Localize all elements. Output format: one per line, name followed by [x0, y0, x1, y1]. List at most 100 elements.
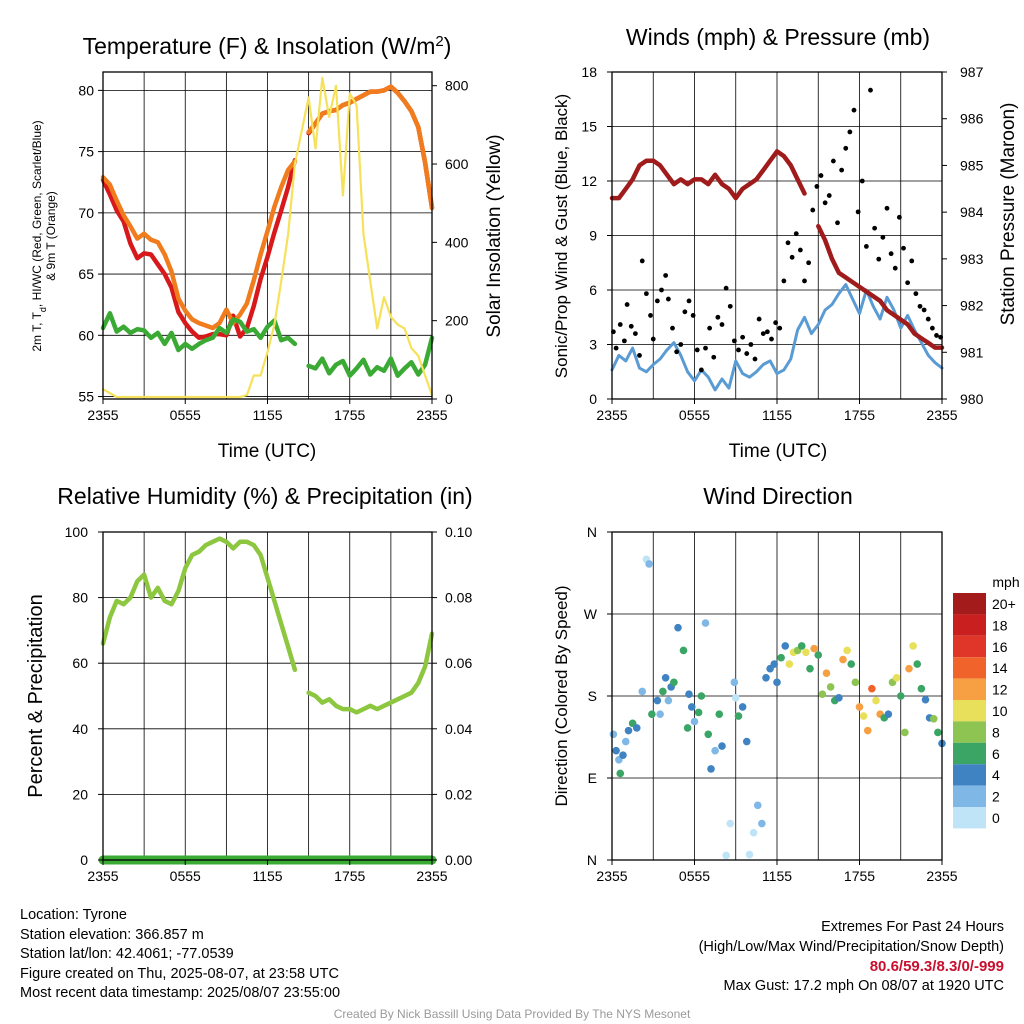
- x-tick-label: 1155: [252, 407, 282, 423]
- gust-point: [613, 345, 619, 351]
- chart-title: Wind Direction: [703, 483, 853, 509]
- y-tick-label-right: 0: [445, 391, 453, 407]
- colorbar-label: 6: [992, 746, 1000, 762]
- gust-point: [830, 158, 836, 164]
- gust-point: [752, 356, 758, 362]
- y-tick-label-left: 100: [65, 524, 89, 540]
- gust-point: [659, 287, 664, 293]
- gust-point: [740, 334, 746, 340]
- colorbar-label: 8: [992, 724, 1000, 740]
- gust-point: [905, 280, 911, 286]
- direction-point: [679, 646, 688, 655]
- gust-point: [781, 278, 787, 284]
- gust-point: [921, 307, 927, 313]
- y-tick-label-left: 55: [78, 389, 94, 405]
- gust-point: [909, 258, 915, 264]
- gust-point: [678, 342, 684, 347]
- temp-series-line: [306, 335, 435, 378]
- y-tick-label-left: 6: [589, 282, 597, 298]
- gust-point: [934, 333, 939, 338]
- extremes-subtitle: (High/Low/Max Wind/Precipitation/Snow De…: [698, 938, 1004, 955]
- gust-point: [888, 251, 894, 257]
- direction-point: [653, 696, 662, 705]
- created-text: Figure created on Thu, 2025-08-07, at 23…: [20, 965, 339, 982]
- gust-point: [810, 207, 816, 213]
- y-tick-label-right: 800: [445, 78, 469, 94]
- y-tick-label-left: 80: [72, 590, 88, 606]
- direction-point: [632, 724, 641, 732]
- gust-point: [617, 322, 623, 327]
- gust-point: [648, 313, 653, 318]
- colorbar-label: 16: [992, 639, 1008, 655]
- rh-series-line: [306, 631, 435, 715]
- gust-point: [711, 354, 717, 360]
- gust-point: [777, 325, 783, 331]
- direction-point: [656, 710, 664, 719]
- wind-series-line: [610, 283, 944, 392]
- gust-point: [670, 325, 675, 331]
- gust-point: [929, 325, 935, 331]
- gust-point: [650, 336, 656, 342]
- direction-point: [913, 660, 922, 668]
- gust-point: [654, 298, 660, 304]
- gust-point: [917, 303, 923, 309]
- title-suffix: ): [444, 33, 452, 59]
- x-tick-label: 2355: [926, 407, 957, 423]
- y-tick-label-right: 600: [445, 156, 469, 172]
- y-axis-label-rest: , HI/WC (Red, Green, Scarlet/Blue): [30, 120, 44, 307]
- y-tick-label-right: 985: [960, 157, 984, 173]
- rh-series-line: [100, 536, 298, 673]
- x-axis-label: Time (UTC): [729, 441, 828, 462]
- recent-data-text: Most recent data timestamp: 2025/08/07 2…: [20, 985, 341, 1001]
- direction-point: [868, 684, 876, 693]
- gust-point: [785, 240, 791, 246]
- gust-point: [744, 351, 750, 356]
- y-tick-label-left: 60: [78, 327, 94, 343]
- y-tick-label-left: 9: [589, 228, 597, 244]
- x-tick-label: 2355: [596, 868, 627, 884]
- direction-point: [734, 712, 743, 720]
- extremes-title: Extremes For Past 24 Hours: [821, 919, 1004, 935]
- y-tick-label-left: 70: [78, 205, 94, 221]
- direction-point: [806, 664, 814, 673]
- y-axis-label-subscript: d: [38, 307, 48, 312]
- gust-point: [690, 313, 696, 318]
- direction-point: [638, 687, 647, 696]
- x-tick-label: 1755: [334, 407, 365, 423]
- x-tick-label: 2355: [596, 407, 627, 423]
- direction-point: [694, 708, 703, 717]
- direction-point: [863, 726, 872, 735]
- direction-point: [731, 694, 740, 702]
- y-tick-label-left: 60: [72, 655, 88, 671]
- direction-point: [884, 710, 893, 719]
- y-tick-label-right: 200: [445, 313, 469, 329]
- direction-point: [648, 710, 656, 719]
- y-tick-label-left: S: [588, 688, 597, 704]
- colorbar-swatch: [953, 764, 986, 786]
- gust-point: [621, 338, 627, 344]
- gust-point: [839, 167, 845, 173]
- gust-point: [814, 184, 820, 189]
- gust-point: [793, 231, 799, 237]
- direction-point: [843, 646, 851, 655]
- gust-point: [806, 260, 812, 266]
- gust-point: [727, 303, 733, 309]
- direction-point: [851, 678, 860, 687]
- x-tick-label: 1155: [762, 407, 792, 423]
- direction-point: [901, 728, 909, 737]
- extremes-panel: Extremes For Past 24 Hours (High/Low/Max…: [699, 918, 1004, 996]
- gust-point: [855, 209, 861, 215]
- direction-point: [701, 619, 710, 627]
- y-tick-label-right: 0.06: [445, 655, 472, 671]
- gust-point: [826, 193, 832, 198]
- gust-point: [663, 273, 669, 278]
- gust-point: [773, 320, 779, 326]
- chart-title: Winds (mph) & Pressure (mb): [626, 24, 930, 50]
- gust-point: [756, 316, 762, 322]
- location-text: Location: Tyrone: [20, 907, 127, 923]
- x-tick-label: 0555: [170, 868, 201, 884]
- gust-point: [913, 291, 919, 297]
- gust-point: [694, 347, 700, 353]
- direction-point: [616, 769, 625, 778]
